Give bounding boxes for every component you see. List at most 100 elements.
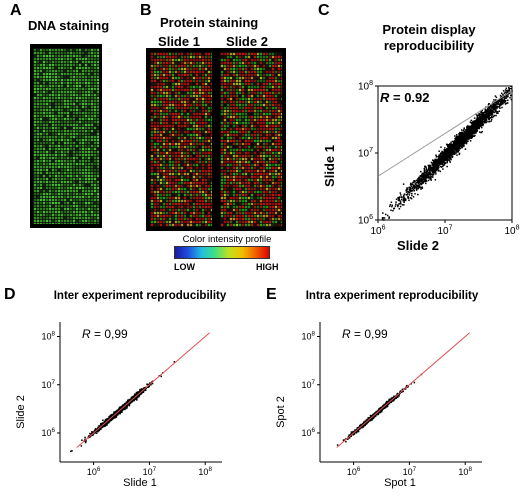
panel-c-point [463, 144, 465, 146]
panel-c-point [436, 164, 439, 167]
panel-c-point [465, 142, 468, 145]
panel-c-point [411, 190, 414, 192]
panel-e-point [350, 433, 353, 435]
panel-d-point [124, 408, 127, 410]
panel-d-point [106, 422, 109, 425]
panel-c-point [474, 126, 476, 128]
panel-d-point [134, 394, 137, 396]
panel-c-point [470, 130, 472, 132]
panel-c-point [509, 92, 511, 94]
panel-c-point [473, 117, 476, 119]
panel-c-point [415, 179, 418, 182]
panel-c-point [496, 102, 498, 104]
panel-c-point [404, 199, 407, 202]
panel-c-point [435, 156, 438, 158]
panel-c-point [453, 146, 456, 148]
panel-d-point [70, 450, 72, 453]
panel-c-point [459, 147, 462, 150]
panel-c-point [474, 123, 477, 126]
panel-c-point [508, 89, 511, 92]
panel-c-point [391, 205, 393, 208]
panel-c-point [465, 131, 468, 133]
panel-c-point [478, 125, 481, 127]
panel-c-point [412, 181, 414, 184]
panel-c-point [451, 150, 453, 152]
panel-c-point [464, 148, 467, 150]
panel-d-point [119, 411, 121, 413]
colorbar-high-label: HIGH [256, 262, 279, 272]
panel-c-point [399, 199, 401, 202]
panel-c-point [497, 102, 500, 104]
panel-c-point [479, 113, 482, 115]
panel-c-point [481, 119, 484, 122]
panel-d-point [100, 423, 102, 425]
panel-e-point [390, 398, 392, 401]
panel-e-point [387, 403, 389, 405]
panel-e-r-value: R = 0,99 [342, 327, 388, 341]
panel-d-point [84, 441, 87, 444]
panel-c-point [479, 125, 482, 127]
panel-e-point [372, 416, 374, 419]
panel-d-y-axis-label: Slide 2 [15, 395, 27, 429]
panel-e-y-tick-label: 108 [301, 331, 315, 342]
panel-c-point [477, 122, 480, 125]
panel-c-point [408, 199, 410, 201]
panel-d-point [100, 428, 102, 430]
panel-c-point [497, 101, 500, 103]
panel-d-point [89, 432, 91, 435]
panel-c-point [474, 122, 476, 124]
panel-c-point [486, 108, 489, 110]
panel-d-point [131, 400, 133, 403]
panel-d-point [95, 429, 97, 431]
panel-c-point [407, 196, 410, 198]
panel-d-point [128, 398, 130, 401]
panel-d-point [123, 408, 126, 411]
panel-c-point [441, 161, 444, 163]
panel-c-point [406, 189, 409, 191]
panel-d-point [109, 414, 112, 417]
panel-d-point [97, 430, 99, 433]
panel-e-point [375, 413, 378, 415]
panel-c-point [445, 153, 447, 155]
panel-c-point [494, 95, 497, 97]
panel-c-point [469, 126, 472, 128]
panel-c-point [415, 182, 417, 184]
panel-c-point [495, 111, 498, 113]
panel-c-point [398, 207, 401, 210]
panel-d-point [115, 414, 118, 417]
panel-c-point [406, 191, 409, 193]
panel-c-point [476, 114, 478, 116]
panel-c-point [477, 118, 480, 120]
panel-d-point [94, 432, 97, 434]
panel-c-point [498, 100, 501, 103]
panel-c-point [436, 168, 439, 170]
panel-c-point [481, 113, 484, 115]
panel-c-point [405, 189, 408, 191]
panel-c-point [430, 174, 432, 176]
panel-c-point [466, 127, 468, 129]
panel-c-point [451, 156, 453, 158]
panel-c-point [431, 174, 434, 176]
panel-c-point [453, 153, 456, 155]
panel-c-point [450, 145, 452, 148]
panel-c-point [456, 137, 459, 140]
panel-c-point [415, 189, 418, 191]
panel-c-point [507, 89, 509, 92]
panel-d-point [141, 388, 143, 391]
panel-c-point [445, 152, 448, 154]
panel-d-point [99, 425, 102, 428]
panel-d-point [143, 389, 145, 392]
panel-c-point [435, 158, 437, 161]
panel-c-point [431, 167, 433, 170]
panel-c-point [439, 170, 442, 173]
panel-c-point [481, 130, 483, 133]
panel-c-point [453, 143, 456, 145]
panel-d-scatter-plot: R = 0,99 Slide 1 Slide 2 106 107 108106107… [15, 322, 222, 489]
panel-e-point [348, 434, 350, 437]
panel-c-point [421, 172, 424, 175]
panel-c-point [388, 217, 390, 219]
panel-c-point [491, 106, 494, 109]
panel-d-point [91, 432, 93, 435]
panel-c-point [435, 164, 437, 167]
panel-d-point [123, 404, 126, 406]
